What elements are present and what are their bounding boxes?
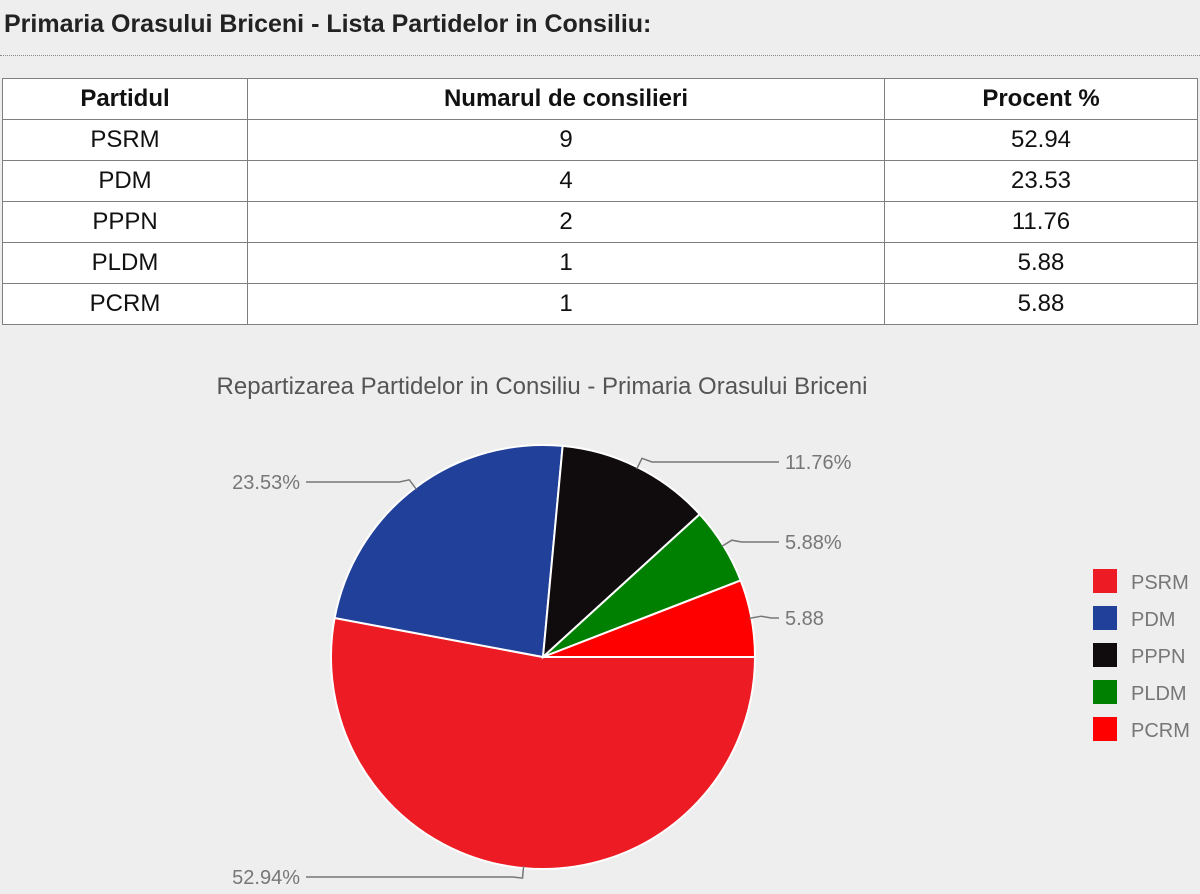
page-title: Primaria Orasului Briceni - Lista Partid…: [4, 10, 652, 38]
legend-label-pppn: PPPN: [1131, 646, 1185, 668]
slice-label-pdm: 23.53%: [232, 472, 300, 494]
cell-councillors: 2: [247, 201, 885, 243]
legend-swatch-pdm: [1093, 606, 1117, 630]
leader-line-pcrm: [749, 615, 779, 620]
slice-label-pldm: 5.88%: [785, 532, 842, 554]
slice-label-psrm: 52.94%: [232, 867, 300, 889]
leader-line-pdm: [306, 478, 418, 490]
cell-councillors: 9: [247, 119, 885, 161]
title-divider: [0, 55, 1200, 56]
cell-percent: 5.88: [884, 283, 1198, 325]
legend-swatch-pldm: [1093, 680, 1117, 704]
cell-party: PPPN: [2, 201, 248, 243]
cell-percent: 23.53: [884, 160, 1198, 202]
cell-percent: 11.76: [884, 201, 1198, 243]
header-councillors: Numarul de consilieri: [247, 78, 885, 120]
leader-line-psrm: [306, 866, 525, 879]
cell-councillors: 1: [247, 242, 885, 284]
legend-swatch-pcrm: [1093, 717, 1117, 741]
slice-label-leaders: [306, 457, 779, 879]
pie-slice-pdm: [333, 444, 564, 659]
leader-line-pldm: [721, 539, 779, 548]
council-table: Partidul Numarul de consilieri Procent %…: [2, 78, 1198, 325]
chart-title: Repartizarea Partidelor in Consiliu - Pr…: [217, 373, 868, 400]
cell-percent: 52.94: [884, 119, 1198, 161]
cell-councillors: 4: [247, 160, 885, 202]
legend-swatch-psrm: [1093, 569, 1117, 593]
slice-label-pcrm: 5.88: [785, 608, 824, 630]
cell-party: PSRM: [2, 119, 248, 161]
leader-line-pppn: [636, 457, 779, 470]
table-row: PDM 4 23.53: [2, 160, 1198, 202]
pie-chart: Repartizarea Partidelor in Consiliu - Pr…: [217, 373, 1190, 889]
cell-party: PLDM: [2, 242, 248, 284]
table-header-row: Partidul Numarul de consilieri Procent %: [2, 78, 1198, 120]
cell-percent: 5.88: [884, 242, 1198, 284]
header-percent: Procent %: [884, 78, 1198, 120]
slice-label-pppn: 11.76%: [785, 452, 852, 474]
slice-labels: 52.94% 23.53% 11.76% 5.88% 5.88: [232, 452, 851, 889]
table-row: PCRM 1 5.88: [2, 283, 1198, 325]
cell-party: PCRM: [2, 283, 248, 325]
table-row: PSRM 9 52.94: [2, 119, 1198, 161]
legend-label-pdm: PDM: [1131, 609, 1175, 631]
legend-label-pldm: PLDM: [1131, 683, 1187, 705]
legend-swatch-pppn: [1093, 643, 1117, 667]
header-party: Partidul: [2, 78, 248, 120]
cell-councillors: 1: [247, 283, 885, 325]
legend-label-pcrm: PCRM: [1131, 720, 1190, 742]
cell-party: PDM: [2, 160, 248, 202]
table-row: PPPN 2 11.76: [2, 201, 1198, 243]
table-row: PLDM 1 5.88: [2, 242, 1198, 284]
legend-label-psrm: PSRM: [1131, 572, 1189, 594]
legend: PSRM PDM PPPN PLDM PCRM: [1093, 569, 1190, 742]
pie-slices: [330, 444, 757, 870]
